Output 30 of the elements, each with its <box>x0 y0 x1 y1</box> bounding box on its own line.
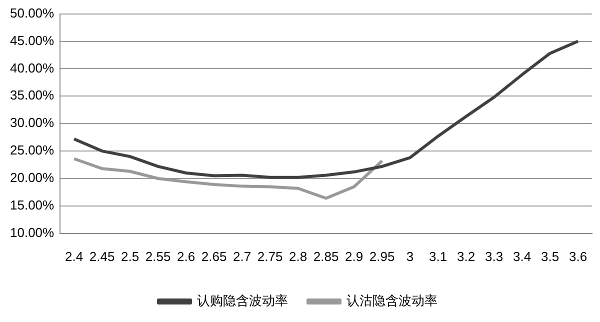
x-tick-label: 2.8 <box>289 248 308 264</box>
x-tick-label: 2.6 <box>177 248 196 264</box>
x-tick-label: 2.65 <box>201 248 227 264</box>
x-tick-label: 2.95 <box>369 248 395 264</box>
x-tick-label: 2.4 <box>65 248 84 264</box>
y-tick-label: 30.00% <box>10 115 55 130</box>
x-tick-label: 3.6 <box>568 248 588 264</box>
x-tick-label: 3.1 <box>428 248 448 264</box>
legend-label: 认购隐含波动率 <box>197 293 288 308</box>
x-tick-label: 3.3 <box>484 248 504 264</box>
x-tick-label: 2.9 <box>345 248 364 264</box>
x-tick-label: 2.55 <box>145 248 171 264</box>
y-tick-label: 35.00% <box>10 88 55 103</box>
x-tick-label: 3.5 <box>540 248 560 264</box>
y-tick-label: 20.00% <box>10 170 55 186</box>
x-tick-label: 3 <box>406 248 414 264</box>
y-tick-label: 10.00% <box>10 224 55 240</box>
y-tick-label: 50.00% <box>10 5 55 20</box>
x-tick-label: 2.7 <box>233 248 252 264</box>
x-tick-label: 3.2 <box>456 248 476 264</box>
y-tick-label: 25.00% <box>10 142 55 158</box>
x-tick-label: 2.85 <box>313 248 339 264</box>
x-tick-label: 2.75 <box>257 248 283 264</box>
y-tick-label: 40.00% <box>10 60 55 76</box>
y-tick-label: 15.00% <box>10 198 55 213</box>
legend-label: 认沽隐含波动率 <box>346 293 438 308</box>
x-tick-label: 2.5 <box>121 248 140 264</box>
y-tick-label: 45.00% <box>10 32 55 48</box>
x-tick-label: 2.45 <box>89 248 115 264</box>
x-tick-label: 3.4 <box>512 248 532 264</box>
